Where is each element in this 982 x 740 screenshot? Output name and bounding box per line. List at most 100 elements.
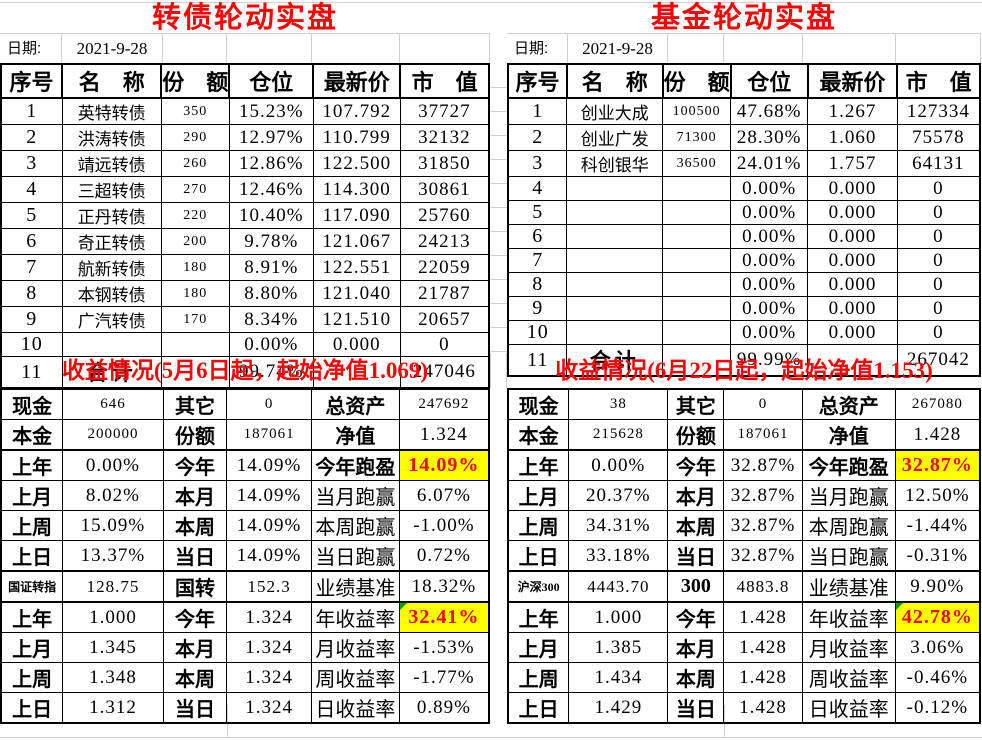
perf-value-a: 4443.70 <box>568 570 669 603</box>
performance-row: 上日 1.429 当日 1.428 日收益率 -0.12% <box>507 692 981 724</box>
performance-row: 上月 1.345 本月 1.324 月收益率 -1.53% <box>0 632 490 663</box>
performance-row: 上月 1.385 本月 1.428 月收益率 3.06% <box>507 632 981 663</box>
cell-market-value: 0 <box>896 176 981 201</box>
cell-shares <box>662 200 732 225</box>
gridline-bottom <box>0 737 982 738</box>
holdings-row: 11 合计 99.99% 267042 <box>507 344 981 377</box>
performance-title: 收益情况(6月22日起，起始净值1.153) <box>555 358 933 383</box>
perf-label-c: 今年跑盈 <box>801 449 896 481</box>
cell-latest-price: 0.000 <box>807 224 898 249</box>
performance-row: 本金 215628 份额 187061 净值 1.428 <box>507 419 981 451</box>
cell-shares <box>662 248 732 273</box>
date-value: 2021-9-28 <box>568 34 668 63</box>
perf-value-c: 0.72% <box>398 540 490 572</box>
gridline-gap-stubs <box>490 64 507 353</box>
cell-index: 10 <box>0 332 63 357</box>
perf-label-b: 300 <box>667 570 725 603</box>
cell-market-value: 0 <box>399 332 490 357</box>
holdings-row: 10 0.00% 0.000 0 <box>0 332 490 357</box>
cell-market-value: 20657 <box>399 306 490 333</box>
holdings-row: 11 合计 99.74% 247046 <box>0 356 490 389</box>
cell-shares <box>662 272 732 297</box>
cell-latest-price: 0.000 <box>807 320 898 345</box>
perf-label-b: 今年 <box>162 449 228 481</box>
performance-row: 上日 33.18% 当日 32.87% 当日跑赢 -0.31% <box>507 540 981 572</box>
header-index: 序号 <box>0 63 64 99</box>
cell-index: 2 <box>507 124 568 151</box>
perf-label-a: 上年 <box>0 601 64 633</box>
cell-index: 6 <box>507 224 568 249</box>
perf-value-b: 1.324 <box>226 692 312 724</box>
cell-market-value: 0 <box>896 272 981 297</box>
perf-label-b: 本周 <box>162 662 228 693</box>
perf-label-a: 本金 <box>0 419 64 451</box>
cell-latest-price: 0.000 <box>807 176 898 201</box>
date-label: 日期: <box>0 34 62 63</box>
cell-weight: 0.00% <box>730 272 809 297</box>
cell-market-value: 31850 <box>399 150 490 177</box>
cell-latest-price: 117.090 <box>312 202 401 229</box>
cell-weight: 12.46% <box>228 176 314 203</box>
perf-value-b: 1.428 <box>723 601 803 633</box>
perf-label-c: 净值 <box>801 419 896 451</box>
cell-latest-price: 0.000 <box>807 272 898 297</box>
perf-label-a: 现金 <box>507 388 570 420</box>
perf-label-c: 当月跑赢 <box>310 480 400 511</box>
cell-weight: 0.00% <box>730 248 809 273</box>
perf-label-c: 当日跑赢 <box>801 540 896 572</box>
cell-latest-price: 0.000 <box>312 332 401 357</box>
perf-label-b: 本月 <box>162 480 228 511</box>
perf-value-c: 0.89% <box>398 692 490 724</box>
cell-index: 4 <box>507 176 568 201</box>
perf-label-a: 上年 <box>507 449 570 481</box>
bond-rotation-panel: 转债轮动实盘 日期: 2021-9-28 序号 名 称 份 额 仓位 最新价 市… <box>0 0 490 740</box>
perf-label-b: 本周 <box>667 662 725 693</box>
holdings-row: 8 0.00% 0.000 0 <box>507 272 981 297</box>
cell-shares: 71300 <box>662 124 732 151</box>
cell-market-value: 37727 <box>399 97 490 125</box>
perf-value-c: 3.06% <box>894 632 981 663</box>
perf-value-b: 0 <box>226 388 312 420</box>
panel-title: 转债轮动实盘 <box>151 2 338 34</box>
cell-index: 1 <box>0 97 63 125</box>
holdings-row: 7 0.00% 0.000 0 <box>507 248 981 273</box>
performance-row: 上日 1.312 当日 1.324 日收益率 0.89% <box>0 692 490 724</box>
cell-latest-price <box>807 344 898 377</box>
cell-latest-price: 110.799 <box>312 124 401 151</box>
cell-name <box>566 176 664 201</box>
cell-weight: 0.00% <box>730 200 809 225</box>
perf-label-b: 国转 <box>162 570 228 603</box>
perf-label-c: 业绩基准 <box>310 570 400 603</box>
cell-name: 英特转债 <box>61 97 162 125</box>
header-shares: 份 额 <box>160 63 231 99</box>
perf-label-b: 今年 <box>162 601 228 633</box>
perf-label-c: 月收益率 <box>801 632 896 663</box>
gridline-gap-left <box>490 353 491 388</box>
perf-label-c: 总资产 <box>310 388 400 420</box>
header-market-value: 市 值 <box>896 63 981 99</box>
cell-latest-price: 122.551 <box>312 254 401 281</box>
perf-label-b: 当日 <box>667 540 725 572</box>
empty-cell <box>668 34 724 63</box>
cell-weight: 9.78% <box>228 228 314 255</box>
perf-label-b: 今年 <box>667 601 725 633</box>
cell-shares <box>662 320 732 345</box>
cell-name: 靖远转债 <box>61 150 162 177</box>
cell-market-value: 22059 <box>399 254 490 281</box>
perf-value-a: 0.00% <box>568 449 669 481</box>
perf-label-a: 上周 <box>0 662 64 693</box>
performance-row: 上年 0.00% 今年 14.09% 今年跑盈 14.09% <box>0 449 490 481</box>
perf-label-b: 本周 <box>162 510 228 541</box>
cell-name: 合计 <box>61 356 162 389</box>
fund-rotation-panel: 基金轮动实盘 日期: 2021-9-28 序号 名 称 份 额 仓位 最新价 市… <box>507 0 981 740</box>
cell-market-value: 25760 <box>399 202 490 229</box>
perf-label-b: 当日 <box>667 692 725 724</box>
cell-latest-price <box>312 356 401 389</box>
cell-latest-price: 114.300 <box>312 176 401 203</box>
cell-name: 航新转债 <box>61 254 162 281</box>
perf-value-c: -0.46% <box>894 662 981 693</box>
perf-label-b: 其它 <box>162 388 228 420</box>
perf-value-c: 32.41% <box>398 601 490 633</box>
cell-name <box>566 272 664 297</box>
perf-label-a: 上日 <box>507 692 570 724</box>
